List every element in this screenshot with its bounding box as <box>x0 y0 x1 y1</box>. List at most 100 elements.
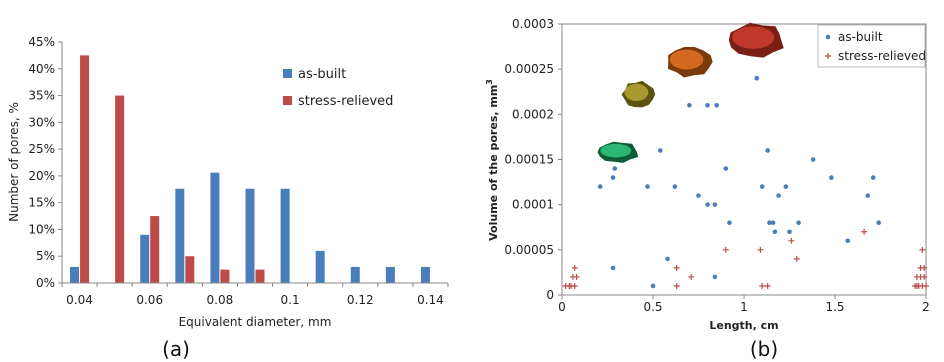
point-stress-relieved <box>722 246 729 253</box>
point-as-built <box>610 175 616 180</box>
bar-stress-relieved <box>255 269 265 283</box>
y-tick-label: 5% <box>36 249 55 263</box>
pore-image <box>597 141 639 163</box>
point-as-built <box>672 184 678 189</box>
x-tick-label: 2 <box>922 300 930 314</box>
y-tick-label: 0 <box>546 288 554 302</box>
point-as-built <box>770 220 776 226</box>
point-as-built <box>645 184 650 189</box>
point-stress-relieved <box>759 282 766 289</box>
point-stress-relieved <box>912 282 919 289</box>
point-stress-relieved <box>793 255 800 262</box>
point-as-built <box>767 220 772 226</box>
point-as-built <box>650 283 656 289</box>
panel-label-b: (b) <box>750 337 778 361</box>
bar-as-built <box>280 188 290 283</box>
x-tick-label: 0 <box>558 300 566 314</box>
point-stress-relieved <box>923 282 929 289</box>
bar-as-built <box>70 266 80 283</box>
pore-body <box>732 26 775 49</box>
y-tick-label: 15% <box>28 196 55 210</box>
pore-body <box>669 49 704 70</box>
point-stress-relieved <box>566 282 573 289</box>
point-stress-relieved <box>569 273 576 280</box>
y-axis-label: Volume of the pores, mm3 <box>485 79 500 241</box>
point-as-built <box>818 57 823 63</box>
point-stress-relieved <box>571 282 578 289</box>
legend-box <box>817 24 926 68</box>
y-tick-label: 0.0002 <box>512 107 554 121</box>
point-as-built <box>783 184 789 189</box>
x-tick-label: 0.04 <box>66 293 93 307</box>
bar-as-built <box>245 188 255 283</box>
point-stress-relieved <box>919 282 926 289</box>
x-tick-label: 0.1 <box>281 293 300 307</box>
y-axis-label-text: Volume of the pores, mm <box>487 85 500 241</box>
point-as-built <box>787 229 792 235</box>
point-as-built <box>712 274 718 280</box>
point-stress-relieved <box>921 273 928 280</box>
legend-marker-as-built <box>825 34 831 40</box>
point-stress-relieved <box>562 282 569 289</box>
bar-as-built <box>385 266 395 283</box>
point-as-built <box>845 238 851 244</box>
point-as-built <box>796 220 801 226</box>
bar-as-built <box>210 172 220 283</box>
legend-label-as-built: as-built <box>298 67 346 82</box>
y-tick-label: 35% <box>28 89 55 103</box>
bar-stress-relieved <box>80 55 90 284</box>
point-stress-relieved <box>919 246 926 253</box>
pore-body <box>600 143 632 158</box>
point-as-built <box>723 166 729 171</box>
point-stress-relieved <box>568 282 575 289</box>
bar-as-built <box>315 250 325 283</box>
point-as-built <box>597 184 603 189</box>
y-tick-label: 25% <box>28 142 55 156</box>
point-as-built <box>772 229 778 235</box>
pore-shadow <box>621 80 656 108</box>
legend-swatch-stress-relieved <box>283 96 292 105</box>
point-as-built <box>696 193 701 198</box>
y-tick-label: 0.00015 <box>504 153 554 167</box>
bar-as-built <box>175 188 185 283</box>
point-stress-relieved <box>673 264 680 271</box>
bar-as-built <box>350 266 360 283</box>
point-stress-relieved <box>915 282 922 289</box>
point-stress-relieved <box>573 273 580 280</box>
point-as-built <box>754 75 760 81</box>
legend-label-as-built: as-built <box>838 30 883 44</box>
bar-stress-relieved <box>220 269 230 283</box>
x-tick-label: 1 <box>740 300 748 314</box>
point-stress-relieved <box>917 273 924 280</box>
point-as-built <box>765 148 770 153</box>
x-tick-label: 1.5 <box>825 300 844 314</box>
bar-chart-a: 0% 5% 10% 15% 20% 25% 30% 35% 40% 45% 0.04 0.06 0.0… <box>7 35 449 361</box>
point-as-built <box>665 256 670 262</box>
point-stress-relieved <box>764 282 771 289</box>
y-axis-label-sup: 3 <box>485 79 494 85</box>
point-as-built <box>876 220 881 226</box>
legend-label-stress-relieved: stress-relieved <box>298 94 393 109</box>
y-tick-label: 0.0003 <box>512 17 554 31</box>
bar-stress-relieved <box>150 216 160 283</box>
y-tick-label: 0.00025 <box>504 62 554 76</box>
legend: as-built stress-relieved <box>283 67 393 109</box>
pore-shadow <box>728 22 784 58</box>
point-as-built <box>759 184 765 189</box>
pore-image <box>667 47 713 78</box>
point-as-built <box>612 166 618 171</box>
point-as-built <box>705 202 710 207</box>
bar-stress-relieved <box>185 256 195 283</box>
pore-image <box>728 22 784 58</box>
point-stress-relieved <box>571 264 578 271</box>
bar-as-built <box>420 266 430 283</box>
pore-shadow <box>667 47 713 78</box>
y-tick-label: 20% <box>28 169 55 183</box>
point-as-built <box>727 220 732 226</box>
point-stress-relieved <box>921 264 928 271</box>
legend: as-built stress-relieved <box>817 24 926 68</box>
point-stress-relieved <box>688 273 695 280</box>
point-as-built <box>657 148 663 153</box>
y-tick-label: 0.0001 <box>512 198 554 212</box>
